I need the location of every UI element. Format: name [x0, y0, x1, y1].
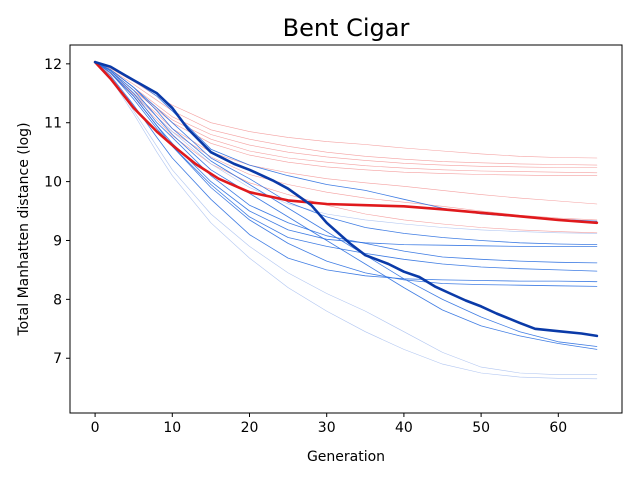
series-line-blue-faint-19	[94, 61, 598, 376]
y-tick-label-8: 8	[53, 292, 62, 308]
series-line-red-thin-1	[94, 61, 598, 159]
series-line-red-thin-3	[94, 61, 598, 168]
x-tick-label-60: 60	[549, 420, 567, 436]
x-axis-label: Generation	[307, 449, 385, 465]
y-tick-label-9: 9	[53, 233, 62, 249]
plot-frame	[69, 44, 623, 414]
y-tick-label-10: 10	[44, 175, 62, 191]
series-line-blue-thin-16	[94, 61, 598, 350]
x-tick-label-50: 50	[472, 420, 490, 436]
y-tick-label-11: 11	[44, 116, 62, 132]
x-tick-label-0: 0	[91, 420, 100, 436]
y-tick-label-12: 12	[44, 57, 62, 73]
y-axis-ticks: 7 8 9 10 11 12	[44, 57, 70, 367]
series-line-red-main-0	[93, 60, 599, 225]
series-line-blue-main-9	[93, 60, 599, 338]
series-layer	[93, 60, 599, 380]
series-line-blue-thin-11	[94, 61, 598, 246]
x-tick-label-40: 40	[395, 420, 413, 436]
x-axis-ticks: 0 10 20 30 40 50 60	[91, 413, 567, 436]
series-line-blue-thin-14	[94, 61, 598, 272]
series-line-blue-faint-21	[94, 61, 598, 234]
x-tick-label-10: 10	[163, 420, 181, 436]
series-line-blue-faint-20	[94, 61, 598, 380]
series-line-blue-thin-13	[94, 61, 598, 264]
series-line-red-thin-2	[94, 61, 598, 166]
x-tick-label-30: 30	[318, 420, 336, 436]
y-tick-label-7: 7	[53, 351, 62, 367]
series-line-red-thin-7	[94, 61, 598, 221]
series-line-blue-thin-18	[94, 61, 598, 347]
x-tick-label-20: 20	[241, 420, 259, 436]
series-line-blue-thin-17	[94, 61, 598, 287]
y-axis-label: Total Manhatten distance (log)	[16, 122, 32, 336]
chart-title: Bent Cigar	[283, 14, 410, 42]
series-line-red-thin-5	[94, 61, 598, 176]
